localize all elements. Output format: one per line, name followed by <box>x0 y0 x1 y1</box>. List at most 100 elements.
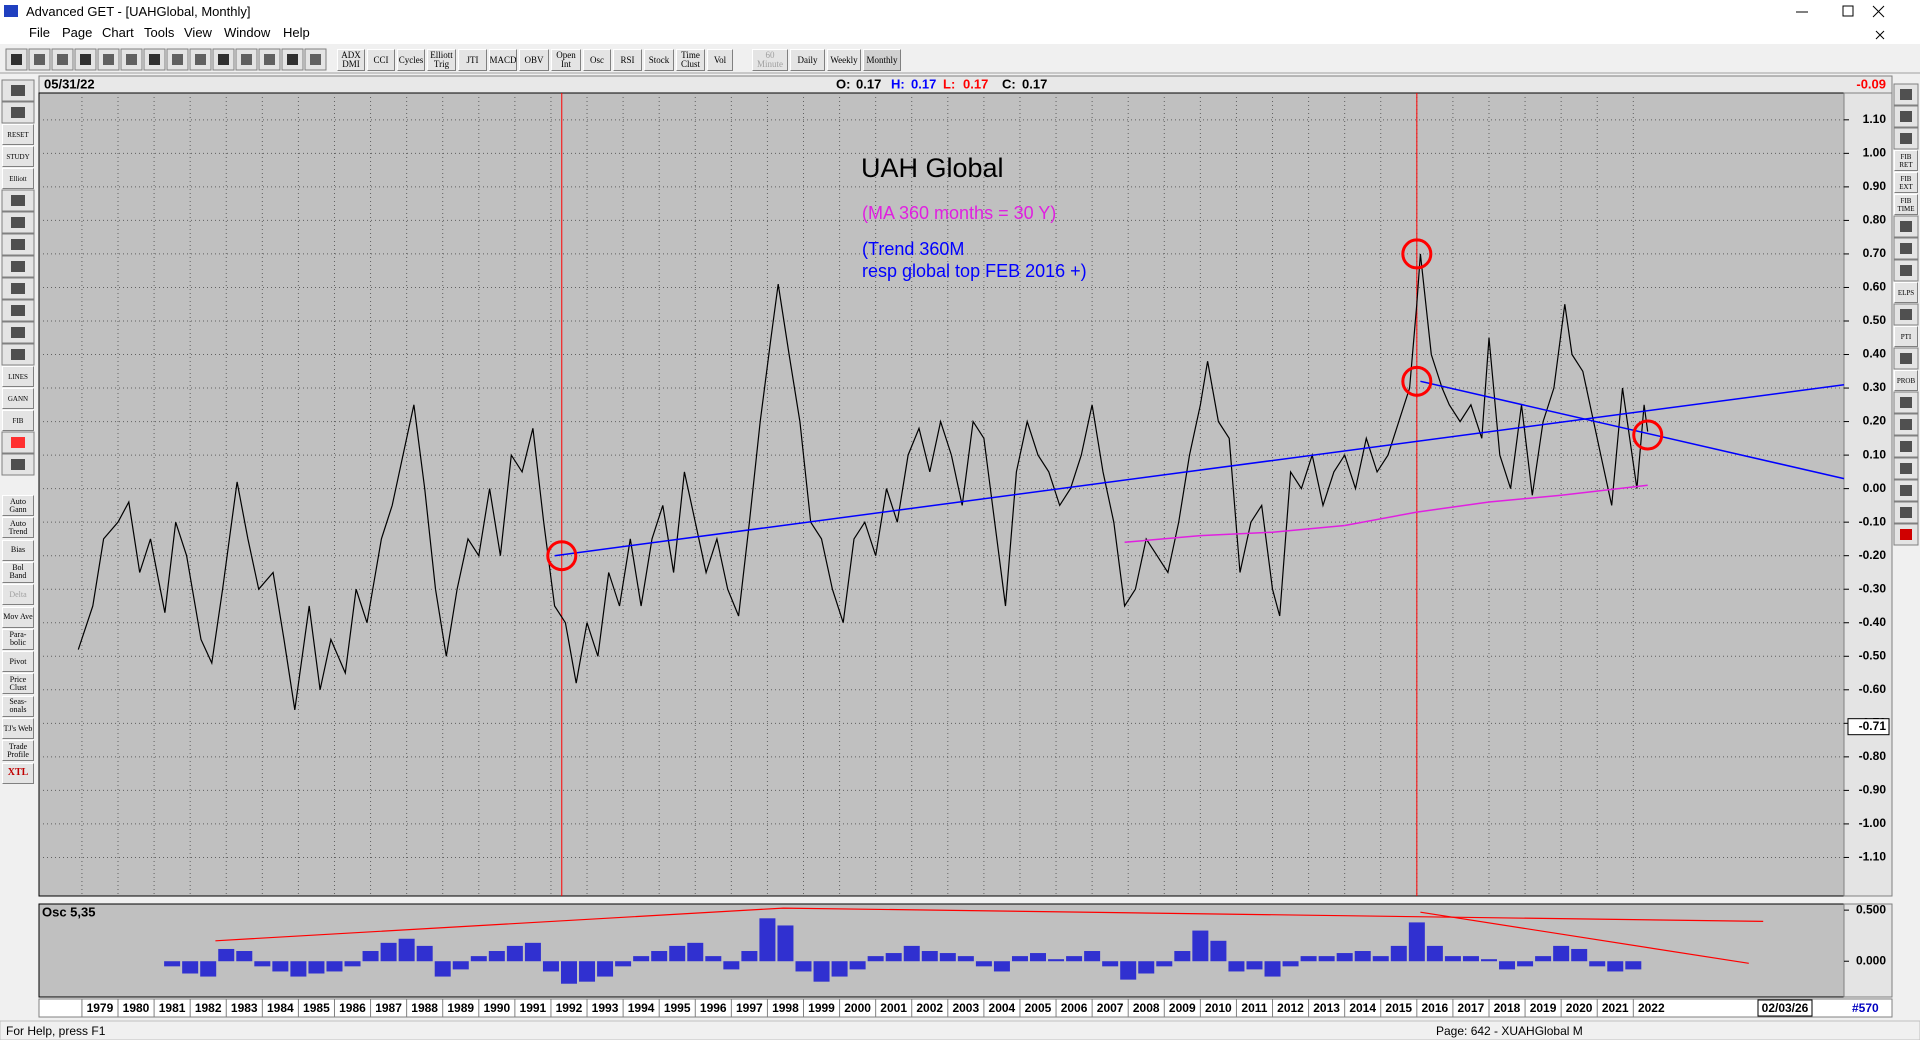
osc-bar <box>741 951 758 962</box>
close-button[interactable] <box>1872 5 1885 18</box>
study-button[interactable]: Delta <box>2 584 34 606</box>
x-tick-label: 1986 <box>339 1001 366 1015</box>
right-tool[interactable]: ELPS <box>1894 282 1918 303</box>
y-tick-label: 0.90 <box>1863 179 1887 193</box>
menu-item[interactable]: Page <box>62 25 93 40</box>
left-tool[interactable]: GANN <box>2 388 34 409</box>
study-button[interactable]: Seas-onals <box>2 695 34 717</box>
left-tool-icon <box>11 217 25 228</box>
menu-item[interactable]: Chart <box>102 25 134 40</box>
toolbar-button[interactable]: Open Int <box>551 49 581 71</box>
right-tool[interactable]: PTI <box>1894 326 1918 347</box>
toolbar-button[interactable]: Elliott Trig <box>427 49 456 71</box>
left-tool[interactable]: FIB <box>2 410 34 431</box>
marker-circle <box>1401 238 1433 270</box>
x-tick-label: 1982 <box>195 1001 222 1015</box>
y-tick-label: -0.60 <box>1859 682 1887 696</box>
annotation: (Trend 360M <box>862 239 964 259</box>
osc-bar <box>1390 945 1407 962</box>
line-series <box>1420 380 1845 480</box>
left-tool[interactable]: RESET <box>2 124 34 145</box>
toolbar-button[interactable]: JTI <box>458 49 487 71</box>
study-button[interactable]: Auto Gann <box>2 495 34 516</box>
osc-trend-line <box>1420 911 1749 964</box>
x-tick-label: 2010 <box>1205 1001 1232 1015</box>
oscillator-panel <box>38 903 1845 998</box>
toolbar-button[interactable]: OBV <box>519 49 549 71</box>
line-series <box>554 383 1845 557</box>
study-button[interactable]: XTL <box>2 762 34 784</box>
line-series <box>1124 484 1648 544</box>
osc-bar <box>1408 922 1425 962</box>
right-tool[interactable]: FIB RET <box>1894 150 1918 171</box>
toolbar-button[interactable]: Time Clust <box>676 49 705 71</box>
toolbar-button[interactable]: Cycles <box>397 49 425 71</box>
osc-trend-line <box>215 907 1764 942</box>
right-tool[interactable]: FIB TIME <box>1894 194 1918 215</box>
marker-circle <box>1632 419 1664 451</box>
osc-bar <box>1480 959 1497 962</box>
osc-bar <box>416 945 433 962</box>
osc-bar <box>1120 961 1137 980</box>
study-button[interactable]: Bias <box>2 539 34 561</box>
study-button[interactable]: TJ's Web <box>2 718 34 739</box>
menu-item[interactable]: File <box>29 25 50 40</box>
menu-item[interactable]: Help <box>283 25 310 40</box>
y-tick-label: -0.80 <box>1859 749 1887 763</box>
osc-bar <box>254 961 271 967</box>
study-button[interactable]: Mov Ave <box>2 606 34 628</box>
time-axis <box>38 998 1893 1018</box>
right-tool-icon <box>1900 419 1912 430</box>
osc-bar <box>705 956 722 962</box>
oscillator-axis <box>1843 903 1893 998</box>
toolbar-button[interactable]: Weekly <box>827 49 861 71</box>
menu-item[interactable]: Tools <box>144 25 175 40</box>
toolbar-button[interactable]: Monthly <box>863 49 901 71</box>
osc-bar <box>1517 961 1534 967</box>
right-tool-icon <box>1900 529 1912 540</box>
right-tool[interactable]: PROB <box>1894 370 1918 391</box>
study-button[interactable]: Para-bolic <box>2 628 34 650</box>
left-tool-icon <box>11 327 25 338</box>
end-date-box <box>1757 999 1813 1017</box>
x-tick-label: 1984 <box>267 1001 294 1015</box>
study-button[interactable]: Bol Band <box>2 561 34 583</box>
study-button[interactable]: Pivot <box>2 651 34 673</box>
toolbar-button[interactable]: Stock <box>644 49 674 71</box>
toolbar-button[interactable]: CCI <box>367 49 395 71</box>
toolbar-button[interactable]: MACD <box>489 49 517 71</box>
left-tool[interactable]: Elliott <box>2 168 34 189</box>
toolbar-button[interactable]: ADX DMI <box>337 49 365 71</box>
osc-bar <box>1553 945 1570 962</box>
osc-bar <box>579 961 596 982</box>
y-tick-label: -1.00 <box>1859 816 1887 830</box>
x-tick-label: 2020 <box>1566 1001 1593 1015</box>
tool-icon <box>264 54 275 65</box>
status-bar <box>0 1020 1920 1040</box>
right-tool[interactable]: FIB EXT <box>1894 172 1918 193</box>
osc-bar <box>452 961 469 970</box>
plot-area <box>38 92 1845 897</box>
study-button[interactable]: Auto Trend <box>2 517 34 539</box>
study-button[interactable]: Price Clust <box>2 673 34 695</box>
osc-bar <box>1318 956 1335 962</box>
osc-bar <box>921 951 938 962</box>
toolbar-button[interactable]: Osc <box>583 49 611 71</box>
left-tool[interactable]: LINES <box>2 366 34 387</box>
left-tool[interactable]: STUDY <box>2 146 34 167</box>
tool-icon <box>149 54 160 65</box>
toolbar-button[interactable]: RSI <box>613 49 642 71</box>
toolbar-button[interactable]: 60 Minute <box>752 49 788 71</box>
mdi-close[interactable] <box>1875 30 1885 40</box>
x-tick-label: 2012 <box>1277 1001 1304 1015</box>
y-tick-label: 0.00 <box>1863 481 1887 495</box>
osc-bar <box>272 961 289 972</box>
menu-item[interactable]: View <box>184 25 212 40</box>
menu-item[interactable]: Window <box>224 25 271 40</box>
study-button[interactable]: Trade Profile <box>2 740 34 762</box>
x-tick-label: 2014 <box>1349 1001 1376 1015</box>
osc-bar <box>380 942 397 962</box>
restore-button[interactable] <box>1842 5 1854 17</box>
toolbar-button[interactable]: Daily <box>790 49 825 71</box>
toolbar-button[interactable]: Vol <box>707 49 733 71</box>
